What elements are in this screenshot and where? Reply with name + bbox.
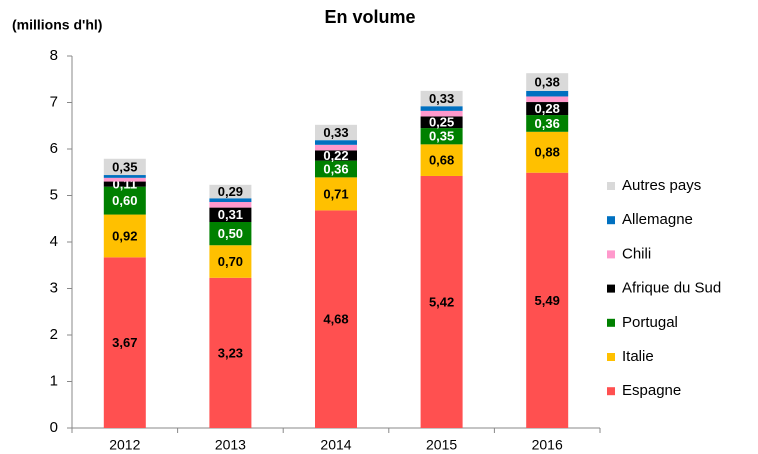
bar-segment — [103, 214, 146, 258]
data-label: 0,36 — [323, 161, 348, 176]
data-label: 0,68 — [429, 153, 454, 168]
bar-segment — [315, 160, 357, 178]
legend-swatch — [607, 353, 615, 361]
bar-segment — [209, 198, 252, 203]
data-label: 0,92 — [112, 228, 137, 243]
chart-title: En volume — [324, 7, 415, 27]
data-label: 0,38 — [535, 74, 560, 89]
y-tick-label: 7 — [50, 93, 58, 110]
bar-segment — [420, 116, 463, 129]
bar-segment — [526, 115, 569, 132]
bar-segment — [420, 144, 463, 176]
bar-segment — [420, 128, 463, 145]
y-tick-label: 0 — [50, 419, 58, 436]
bar-segment — [420, 106, 463, 111]
data-label: 0,50 — [218, 226, 243, 241]
legend-swatch — [607, 318, 615, 327]
legend-swatch — [607, 387, 615, 396]
bar-segment — [315, 124, 357, 141]
bar-segment — [209, 245, 252, 278]
x-tick-label: 2015 — [426, 437, 457, 453]
bar-segment — [526, 172, 569, 428]
bar-segment — [209, 184, 252, 199]
bar-segment — [103, 175, 146, 178]
legend-swatch — [607, 216, 615, 225]
bar-segment — [315, 150, 357, 161]
data-label: 0,35 — [112, 159, 137, 174]
data-label: 5,49 — [535, 293, 560, 308]
legend-swatch — [607, 182, 615, 190]
legend-swatch — [607, 250, 615, 259]
bar-segment — [420, 110, 463, 117]
data-label: 0,33 — [323, 125, 348, 140]
legend-label: Espagne — [622, 382, 681, 399]
bar-segment — [420, 90, 463, 107]
bar-segment — [526, 73, 569, 91]
data-label: 0,29 — [218, 184, 243, 199]
x-tick-label: 2016 — [532, 437, 563, 453]
bar-segment — [209, 202, 252, 208]
data-label: 0,60 — [112, 193, 137, 208]
y-axis-label: (millions d'hl) — [12, 17, 102, 33]
x-tick-label: 2014 — [320, 437, 351, 453]
bar-segment — [526, 102, 569, 116]
bar-segment — [315, 140, 357, 145]
data-label: 0,35 — [429, 129, 454, 144]
data-label: 0,28 — [535, 101, 560, 116]
data-label: 0,33 — [429, 91, 454, 106]
data-label: 0,70 — [218, 254, 243, 269]
bar-segment — [315, 144, 357, 151]
bar-segment — [103, 158, 146, 176]
bar-segment — [103, 177, 146, 182]
data-label: 3,67 — [112, 335, 137, 350]
legend-label: Portugal — [622, 314, 678, 331]
data-label: 5,42 — [429, 294, 454, 309]
bar-segment — [209, 207, 252, 223]
bar-segment — [315, 210, 357, 428]
bar-segment — [526, 90, 569, 97]
y-tick-label: 6 — [50, 140, 58, 157]
data-label: 0,36 — [535, 116, 560, 131]
data-label: 0,22 — [323, 148, 348, 163]
data-label: 0,25 — [429, 115, 454, 130]
y-tick-label: 8 — [50, 47, 58, 64]
data-label: 0,88 — [535, 145, 560, 160]
bar-segment — [420, 175, 463, 428]
legend-swatch — [607, 284, 615, 293]
legend-label: Allemagne — [622, 211, 693, 228]
bar-segment — [209, 222, 252, 246]
legend-label: Chili — [622, 245, 651, 262]
data-label: 0,71 — [323, 186, 348, 201]
data-label: 4,68 — [323, 312, 348, 327]
bar-segment — [526, 96, 569, 103]
legend-label: Autres pays — [622, 177, 701, 194]
x-tick-label: 2012 — [109, 437, 140, 453]
y-tick-label: 1 — [50, 372, 58, 389]
y-tick-label: 3 — [50, 279, 58, 296]
bar-segment — [526, 131, 569, 173]
legend-label: Afrique du Sud — [622, 280, 721, 297]
data-label: 0,31 — [218, 207, 243, 222]
y-tick-label: 2 — [50, 326, 58, 343]
legend-label: Italie — [622, 348, 654, 365]
bar-segment — [209, 277, 252, 428]
bar-segment — [103, 181, 146, 187]
y-tick-label: 4 — [50, 233, 58, 250]
y-tick-label: 5 — [50, 186, 58, 203]
x-tick-label: 2013 — [215, 437, 246, 453]
bar-segment — [315, 177, 357, 211]
data-label: 3,23 — [218, 345, 243, 360]
bar-segment — [103, 186, 146, 215]
bar-segment — [103, 257, 146, 428]
